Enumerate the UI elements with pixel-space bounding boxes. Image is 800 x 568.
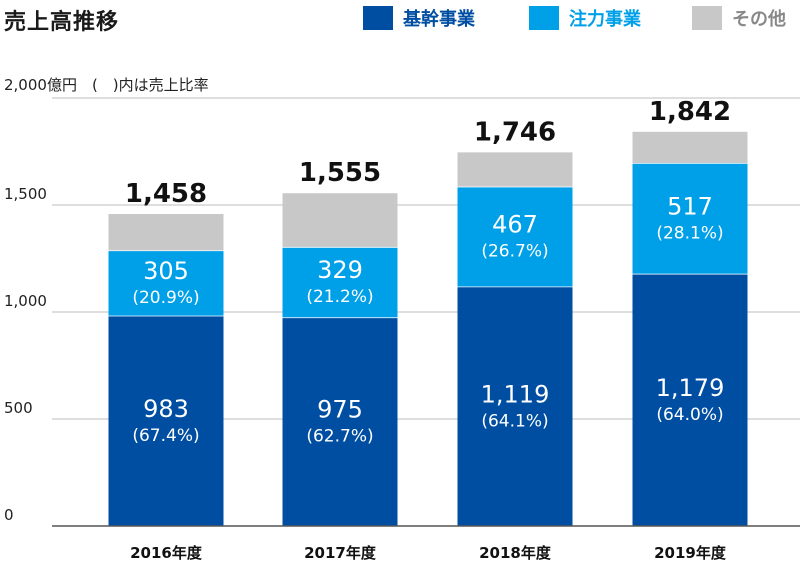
bar-0-3 [632, 273, 748, 526]
value-label-0-1: 975 [317, 396, 363, 424]
percent-label-0-3: (64.0%) [656, 405, 723, 425]
bar-1-1 [282, 246, 398, 318]
total-label-1: 1,555 [299, 158, 381, 188]
bar-2-1 [282, 193, 398, 247]
total-label-2: 1,746 [474, 117, 556, 147]
bar-2-0 [108, 213, 224, 251]
chart-title: 売上高推移 [4, 10, 120, 35]
value-label-0-0: 983 [143, 395, 189, 423]
legend-item-focus: 注力事業 [529, 6, 641, 30]
x-tick-label-1: 2017年度 [304, 544, 377, 562]
bar-1-3 [632, 163, 748, 274]
value-label-1-1: 329 [317, 256, 363, 284]
bar-0-2 [457, 286, 573, 526]
percent-label-1-3: (28.1%) [656, 223, 723, 243]
legend-item-core: 基幹事業 [363, 6, 475, 30]
bar-2-3 [632, 131, 748, 164]
value-label-1-2: 467 [492, 211, 538, 239]
y-tick-label-2: 1,000 [4, 292, 47, 310]
percent-label-1-0: (20.9%) [132, 288, 199, 308]
legend-item-other: その他 [692, 6, 786, 30]
legend-label-focus: 注力事業 [569, 9, 641, 30]
value-label-1-0: 305 [143, 257, 189, 285]
bar-1-2 [457, 186, 573, 287]
y-tick-label-1: 500 [4, 399, 33, 417]
percent-label-0-1: (62.7%) [306, 427, 373, 447]
legend-label-core: 基幹事業 [403, 9, 475, 30]
legend-label-other: その他 [732, 9, 786, 30]
value-label-0-2: 1,119 [481, 380, 550, 408]
y-tick-label-0: 0 [4, 506, 14, 524]
total-label-3: 1,842 [649, 97, 731, 127]
legend-swatch-focus [529, 6, 559, 30]
x-tick-label-3: 2019年度 [654, 544, 727, 562]
bar-0-0 [108, 315, 224, 526]
bar-0-1 [282, 317, 398, 526]
percent-label-1-2: (26.7%) [481, 242, 548, 262]
y-tick-label-3: 1,500 [4, 185, 47, 203]
x-tick-label-2: 2018年度 [479, 544, 552, 562]
total-label-0: 1,458 [125, 179, 207, 209]
legend-swatch-other [692, 6, 722, 30]
percent-label-1-1: (21.2%) [306, 287, 373, 307]
value-label-0-3: 1,179 [656, 374, 725, 402]
percent-label-0-0: (67.4%) [132, 426, 199, 446]
percent-label-0-2: (64.1%) [481, 411, 548, 431]
bar-1-0 [108, 250, 224, 316]
unit-label: 2,000億円 ( )内は売上比率 [4, 76, 209, 94]
bar-2-2 [457, 152, 573, 187]
legend-swatch-core [363, 6, 393, 30]
value-label-1-3: 517 [667, 192, 713, 220]
x-tick-label-0: 2016年度 [130, 544, 203, 562]
